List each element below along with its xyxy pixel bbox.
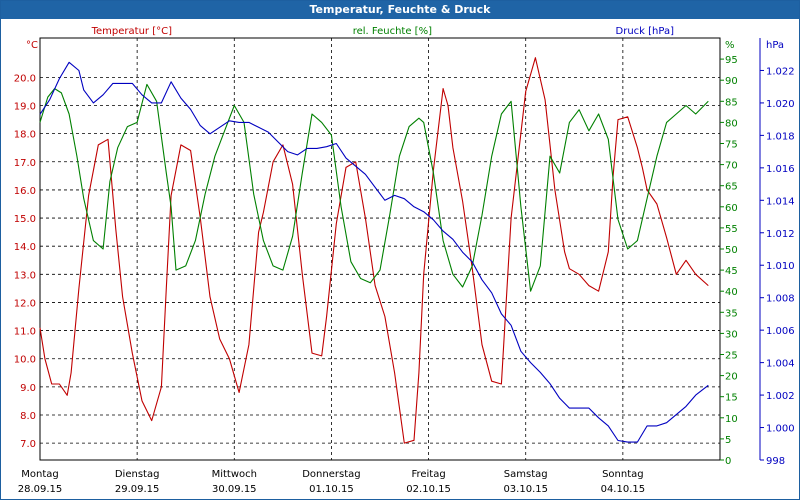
day-label: Dienstag [115,469,160,480]
day-label: Freitag [411,469,445,480]
pressure-tick-label: 1.004 [766,359,795,370]
humidity-tick-label: 5 [725,435,731,446]
day-label: Mittwoch [212,469,257,480]
day-label: Montag [21,469,58,480]
humidity-tick-label: 85 [725,97,738,108]
temperature-tick-label: 13.0 [14,270,36,281]
date-label: 28.09.15 [18,484,63,495]
temperature-tick-label: 8.0 [20,411,36,422]
temperature-line [39,57,709,444]
window-title: Temperatur, Feuchte & Druck [1,1,799,19]
humidity-tick-label: 50 [725,245,738,256]
temperature-axis-title: Temperatur [°C] [91,26,172,37]
date-label: 02.10.15 [406,484,451,495]
humidity-tick-label: 40 [725,287,738,298]
date-label: 29.09.15 [115,484,160,495]
humidity-line [39,83,709,292]
pressure-tick-label: 1.022 [766,66,795,77]
temperature-tick-label: 12.0 [14,298,36,309]
temperature-unit-label: °C [26,40,38,51]
pressure-tick-label: 1.018 [766,131,795,142]
pressure-line [39,61,709,443]
pressure-tick-label: 998 [766,456,785,467]
temperature-tick-label: 7.0 [20,439,36,450]
humidity-tick-label: 80 [725,118,738,129]
humidity-tick-label: 90 [725,76,738,87]
humidity-tick-label: 60 [725,203,738,214]
pressure-tick-label: 1.006 [766,326,795,337]
humidity-tick-label: 0 [725,456,731,467]
humidity-tick-label: 20 [725,372,738,383]
temperature-tick-label: 17.0 [14,158,36,169]
pressure-tick-label: 1.014 [766,196,795,207]
humidity-tick-label: 25 [725,351,738,362]
pressure-tick-label: 1.000 [766,424,795,435]
date-label: 03.10.15 [503,484,548,495]
day-label: Sonntag [602,469,644,480]
humidity-tick-label: 10 [725,414,738,425]
humidity-tick-label: 65 [725,182,738,193]
temperature-tick-label: 15.0 [14,214,36,225]
humidity-tick-label: 35 [725,308,738,319]
date-label: 01.10.15 [309,484,354,495]
temperature-tick-label: 10.0 [14,355,36,366]
humidity-tick-label: 15 [725,393,738,404]
humidity-tick-label: 75 [725,140,738,151]
day-label: Samstag [504,469,548,480]
day-label: Donnerstag [302,469,360,480]
temperature-tick-label: 14.0 [14,242,36,253]
temperature-tick-label: 9.0 [20,383,36,394]
humidity-tick-label: 95 [725,55,738,66]
pressure-tick-label: 1.016 [766,164,795,175]
temperature-tick-label: 19.0 [14,102,36,113]
humidity-axis-title: rel. Feuchte [%] [353,26,432,37]
temperature-tick-label: 18.0 [14,130,36,141]
pressure-tick-label: 1.020 [766,99,795,110]
humidity-unit-label: % [725,40,735,51]
pressure-axis-title: Druck [hPa] [616,26,675,37]
pressure-tick-label: 1.008 [766,294,795,305]
temperature-tick-label: 11.0 [14,327,36,338]
humidity-tick-label: 70 [725,161,738,172]
date-label: 30.09.15 [212,484,257,495]
temperature-tick-label: 16.0 [14,186,36,197]
temperature-tick-label: 20.0 [14,73,36,84]
date-label: 04.10.15 [601,484,646,495]
humidity-tick-label: 45 [725,266,738,277]
pressure-unit-label: hPa [766,40,784,51]
pressure-tick-label: 1.010 [766,261,795,272]
humidity-tick-label: 30 [725,329,738,340]
pressure-tick-label: 1.012 [766,229,795,240]
humidity-tick-label: 55 [725,224,738,235]
pressure-tick-label: 1.002 [766,391,795,402]
